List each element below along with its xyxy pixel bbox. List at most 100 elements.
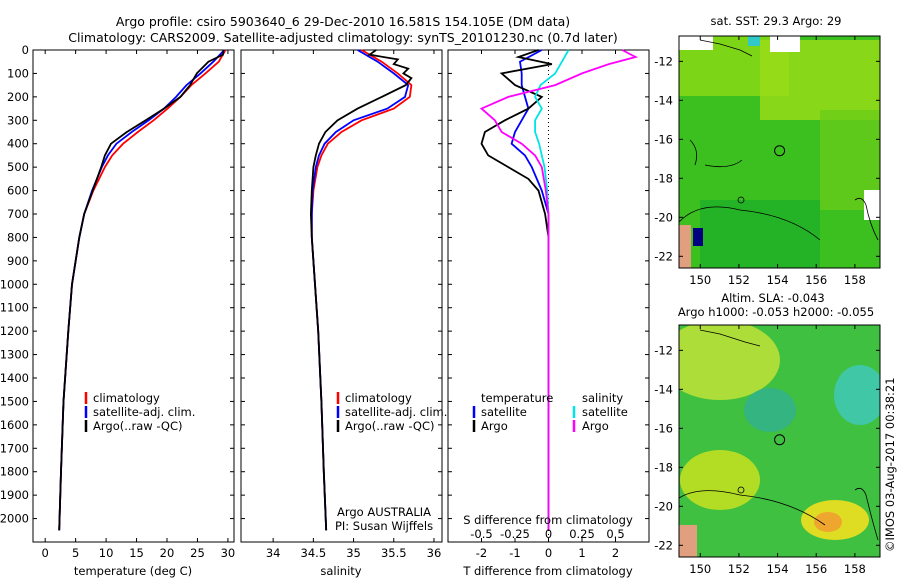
sla-low-ne <box>834 365 880 425</box>
sla-lat-axis: -12 -14 -16 -18 -20 -22 <box>654 343 880 552</box>
temperature-panel: 0100200300400500600700800900100011001200… <box>0 43 235 578</box>
difference-depth-ticks <box>448 49 649 520</box>
legend-satellite-label: satellite-adj. clim. <box>93 405 195 419</box>
temperature-series <box>58 49 227 531</box>
lon-tick-label: 154 <box>767 562 789 576</box>
x-tick-label: 34 <box>266 546 281 560</box>
x-tick-label: 0 <box>42 546 49 560</box>
sla-map-title-line1: Altim. SLA: -0.043 <box>721 291 825 305</box>
salinity-legend: climatology satellite-adj. clim. Argo(..… <box>336 391 447 433</box>
x-tick-label: 34.5 <box>301 546 327 560</box>
pi-label: PI: Susan Wijffels <box>335 519 433 533</box>
sst-island <box>737 196 745 204</box>
depth-tick-label: 100 <box>7 66 29 80</box>
legend-t-argo-label: Argo <box>481 419 508 433</box>
sla-island <box>737 486 745 494</box>
lat-tick-label: -18 <box>654 171 673 185</box>
sst-field <box>679 36 880 268</box>
sst-cool-patch-south <box>700 200 820 268</box>
sst-lat-axis: -12 -14 -16 -18 -20 -22 <box>654 54 880 263</box>
s-difference-label: S difference from climatology <box>463 513 633 527</box>
legend-argo-label: Argo(..raw -QC) <box>93 419 183 433</box>
legend-s-argo-label: Argo <box>582 419 609 433</box>
lat-tick-label: -20 <box>654 499 673 513</box>
temperature-axes-frame <box>32 49 235 543</box>
sla-map-title-line2: Argo h1000: -0.053 h2000: -0.055 <box>678 305 874 319</box>
legend-climatology-label: climatology <box>93 391 160 405</box>
sla-land-qld <box>679 525 697 557</box>
temperature-x-axis: 0 5 10 15 20 25 30 <box>42 50 236 560</box>
lat-tick-label: -22 <box>654 538 673 552</box>
depth-tick-label: 1000 <box>0 277 29 291</box>
lat-tick-label: -12 <box>654 54 673 68</box>
depth-tick-label: 900 <box>7 254 29 268</box>
sla-map-frame <box>678 324 881 558</box>
series-line-argo-raw-qc- <box>58 49 225 531</box>
sst-map-panel: sat. SST: 29.3 Argo: 29 -12-14-16-18-2 <box>654 14 881 287</box>
lat-tick-label: -14 <box>654 93 673 107</box>
lon-tick-label: 152 <box>728 273 750 287</box>
sst-map-title: sat. SST: 29.3 Argo: 29 <box>711 14 842 28</box>
sst-coastline-png <box>699 39 753 57</box>
depth-tick-label: 700 <box>7 207 29 221</box>
x-tick-label: 1 <box>578 546 585 560</box>
lat-tick-label: -16 <box>654 421 673 435</box>
imos-timestamp: ©IMOS 03-Aug-2017 00:38:21 <box>883 377 897 552</box>
x-tick-label: 10 <box>99 546 114 560</box>
sla-map-panel: Altim. SLA: -0.043 Argo h1000: -0.053 h2… <box>654 291 881 576</box>
s-diff-tick-label: 0.5 <box>606 527 624 541</box>
lon-tick-label: 154 <box>767 273 789 287</box>
sst-missing-data <box>679 36 713 50</box>
depth-tick-label: 1400 <box>0 371 29 385</box>
lon-tick-label: 158 <box>844 273 866 287</box>
lon-tick-label: 156 <box>805 562 827 576</box>
sst-cyan-cell <box>748 36 760 46</box>
x-tick-label: -1 <box>509 546 520 560</box>
depth-tick-label: 1500 <box>0 394 29 408</box>
x-tick-label: 36 <box>427 546 442 560</box>
sla-high-sw <box>680 450 760 510</box>
x-tick-label: 25 <box>190 546 205 560</box>
lat-tick-label: -12 <box>654 343 673 357</box>
sst-land-qld <box>679 225 691 268</box>
header-line2: Climatology: CARS2009. Satellite-adjuste… <box>68 30 618 45</box>
sst-missing-data-2 <box>770 36 800 52</box>
float-owner-label: Argo AUSTRALIA <box>337 505 431 519</box>
depth-tick-label: 400 <box>7 137 29 151</box>
lat-tick-label: -16 <box>654 132 673 146</box>
depth-tick-label: 1600 <box>0 418 29 432</box>
series-line-s-argo <box>479 49 639 531</box>
x-tick-label: 20 <box>160 546 175 560</box>
depth-axis: 0 100 200 300 400 500 600 700 800 900 1000 1100 1200… <box>0 43 234 526</box>
lat-tick-label: -22 <box>654 249 673 263</box>
x-tick-label: 30 <box>221 546 236 560</box>
s-difference-ticks: -0.5 -0.25 0 0.25 0.5 <box>470 527 624 541</box>
s-diff-tick-label: -0.5 <box>470 527 492 541</box>
argo-position-marker <box>774 434 786 446</box>
sla-high-nw <box>679 325 780 400</box>
lon-tick-label: 152 <box>728 562 750 576</box>
legend-salinity-heading: salinity <box>582 391 623 405</box>
x-tick-label: 35 <box>346 546 361 560</box>
series-line-t-argo <box>480 49 553 531</box>
x-tick-label: 15 <box>129 546 144 560</box>
depth-tick-label: 2000 <box>0 512 29 526</box>
difference-legend: temperature satellite Argo salinity sate… <box>472 391 628 433</box>
lon-tick-label: 158 <box>844 562 866 576</box>
sla-depth-contour <box>679 490 826 526</box>
series-line-s-satellite <box>534 49 570 531</box>
lon-tick-label: 156 <box>805 273 827 287</box>
legend-argo-label: Argo(..raw -QC) <box>345 419 435 433</box>
sla-field <box>679 325 880 557</box>
depth-tick-label: 200 <box>7 90 29 104</box>
s-diff-tick-label: 0 <box>545 527 552 541</box>
sla-low-center <box>744 388 796 432</box>
sst-warm-patch-ne <box>760 40 880 120</box>
series-line-t-satellite <box>510 49 550 531</box>
salinity-x-axis: 34 34.5 35 35.5 36 <box>266 50 441 560</box>
sla-contour-east <box>854 487 879 541</box>
legend-temperature-heading: temperature <box>481 391 553 405</box>
x-tick-label: 35.5 <box>381 546 407 560</box>
lon-tick-label: 150 <box>689 273 711 287</box>
